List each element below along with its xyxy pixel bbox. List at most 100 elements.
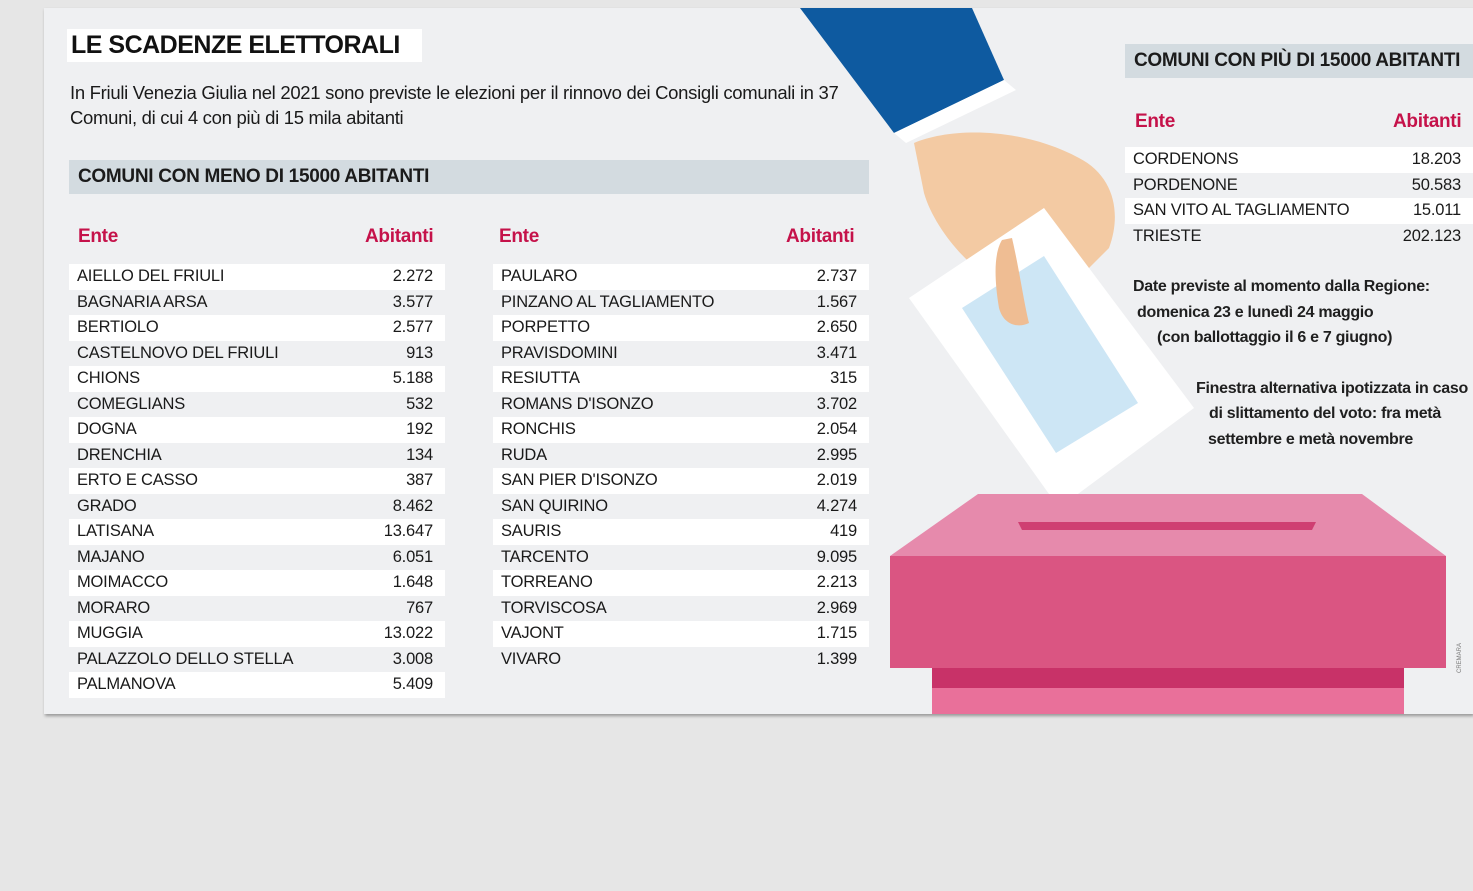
abitanti-cell: 2.272 [392, 267, 433, 286]
ente-cell: CHIONS [77, 369, 140, 388]
ente-cell: PRAVISDOMINI [501, 343, 618, 362]
abitanti-cell: 2.737 [816, 267, 857, 286]
abitanti-cell: 2.019 [816, 471, 857, 490]
table-row: MORARO 767 [69, 596, 445, 622]
abitanti-cell: 50.583 [1411, 175, 1461, 194]
abitanti-cell: 134 [406, 445, 433, 464]
table-row: PALAZZOLO DELLO STELLA 3.008 [69, 647, 445, 673]
abitanti-cell: 18.203 [1411, 150, 1461, 169]
abitanti-cell: 419 [830, 522, 857, 541]
ente-cell: TORVISCOSA [501, 598, 607, 617]
alt-note-line2: di slittamento del voto: fra metà [1209, 405, 1441, 422]
table-row: RONCHIS 2.054 [493, 417, 869, 443]
table-row: PRAVISDOMINI 3.471 [493, 341, 869, 367]
ente-cell: BERTIOLO [77, 318, 159, 337]
ente-cell: RONCHIS [501, 420, 576, 439]
col-head-ente-large: Ente [1135, 111, 1175, 132]
ente-cell: PORDENONE [1133, 175, 1238, 194]
abitanti-cell: 767 [406, 598, 433, 617]
abitanti-cell: 2.995 [816, 445, 857, 464]
abitanti-cell: 3.702 [816, 394, 857, 413]
page-title: LE SCADENZE ELETTORALI [67, 29, 422, 62]
table-row: VIVARO 1.399 [493, 647, 869, 673]
ente-cell: MUGGIA [77, 624, 143, 643]
table-row: TARCENTO 9.095 [493, 545, 869, 571]
ente-cell: ERTO E CASSO [77, 471, 198, 490]
table-row: TORVISCOSA 2.969 [493, 596, 869, 622]
ballot-box-slot [1018, 522, 1316, 530]
table-row: MOIMACCO 1.648 [69, 570, 445, 596]
abitanti-cell: 913 [406, 343, 433, 362]
table-large: CORDENONS 18.203 PORDENONE 50.583 SAN VITO A… [1125, 147, 1473, 249]
table-row: PAULARO 2.737 [493, 264, 869, 290]
abitanti-cell: 1.648 [392, 573, 433, 592]
table-row: CASTELNOVO DEL FRIULI 913 [69, 341, 445, 367]
ente-cell: TORREANO [501, 573, 593, 592]
ballot-illustration [800, 8, 1446, 714]
abitanti-cell: 8.462 [392, 496, 433, 515]
table-row: GRADO 8.462 [69, 494, 445, 520]
ente-cell: DOGNA [77, 420, 137, 439]
table-row: TRIESTE 202.123 [1125, 224, 1473, 250]
table-row: SAN QUIRINO 4.274 [493, 494, 869, 520]
abitanti-cell: 13.022 [383, 624, 433, 643]
col-head-abitanti-large: Abitanti [1393, 111, 1462, 132]
table-row: CORDENONS 18.203 [1125, 147, 1473, 173]
ente-cell: GRADO [77, 496, 137, 515]
table-row: PINZANO AL TAGLIAMENTO 1.567 [493, 290, 869, 316]
ente-cell: PALAZZOLO DELLO STELLA [77, 649, 294, 668]
table-row: ROMANS D'ISONZO 3.702 [493, 392, 869, 418]
table-row: BAGNARIA ARSA 3.577 [69, 290, 445, 316]
table-small-right: PAULARO 2.737 PINZANO AL TAGLIAMENTO 1.567 P… [493, 264, 869, 672]
abitanti-cell: 2.213 [816, 573, 857, 592]
ente-cell: MAJANO [77, 547, 145, 566]
section-heading-large: COMUNI CON PIÙ DI 15000 ABITANTI [1125, 44, 1473, 78]
ente-cell: COMEGLIANS [77, 394, 186, 413]
ente-cell: SAURIS [501, 522, 562, 541]
ente-cell: MORARO [77, 598, 151, 617]
table-small-left: AIELLO DEL FRIULI 2.272 BAGNARIA ARSA 3.577… [69, 264, 445, 698]
thumb-shape [995, 238, 1029, 326]
abitanti-cell: 2.577 [392, 318, 433, 337]
abitanti-cell: 532 [406, 394, 433, 413]
table-row: DRENCHIA 134 [69, 443, 445, 469]
ente-cell: SAN VITO AL TAGLIAMENTO [1133, 201, 1350, 220]
abitanti-cell: 9.095 [816, 547, 857, 566]
ente-cell: LATISANA [77, 522, 154, 541]
ente-cell: CASTELNOVO DEL FRIULI [77, 343, 279, 362]
table-row: LATISANA 13.647 [69, 519, 445, 545]
table-row: TORREANO 2.213 [493, 570, 869, 596]
ente-cell: CORDENONS [1133, 150, 1239, 169]
ente-cell: TARCENTO [501, 547, 589, 566]
table-row: MAJANO 6.051 [69, 545, 445, 571]
table-row: CHIONS 5.188 [69, 366, 445, 392]
abitanti-cell: 3.471 [816, 343, 857, 362]
ente-cell: TRIESTE [1133, 226, 1202, 245]
ente-cell: AIELLO DEL FRIULI [77, 267, 225, 286]
table-row: ERTO E CASSO 387 [69, 468, 445, 494]
table-row: RUDA 2.995 [493, 443, 869, 469]
ente-cell: SAN QUIRINO [501, 496, 608, 515]
abitanti-cell: 1.567 [816, 292, 857, 311]
abitanti-cell: 4.274 [816, 496, 857, 515]
abitanti-cell: 2.054 [816, 420, 857, 439]
col-head-ente-left: Ente [78, 226, 118, 247]
abitanti-cell: 315 [830, 369, 857, 388]
sleeve-shape [800, 8, 1004, 133]
abitanti-cell: 13.647 [383, 522, 433, 541]
ballot-box-base [932, 688, 1404, 714]
abitanti-cell: 2.650 [816, 318, 857, 337]
ente-cell: MOIMACCO [77, 573, 168, 592]
ente-cell: PAULARO [501, 267, 578, 286]
ente-cell: PALMANOVA [77, 675, 176, 694]
dates-note-line2: domenica 23 e lunedì 24 maggio [1137, 304, 1374, 321]
abitanti-cell: 1.399 [816, 649, 857, 668]
abitanti-cell: 6.051 [392, 547, 433, 566]
abitanti-cell: 1.715 [816, 624, 857, 643]
abitanti-cell: 5.409 [392, 675, 433, 694]
table-row: VAJONT 1.715 [493, 621, 869, 647]
col-head-abitanti-right: Abitanti [786, 226, 855, 247]
ente-cell: VIVARO [501, 649, 561, 668]
abitanti-cell: 202.123 [1402, 226, 1461, 245]
table-row: BERTIOLO 2.577 [69, 315, 445, 341]
